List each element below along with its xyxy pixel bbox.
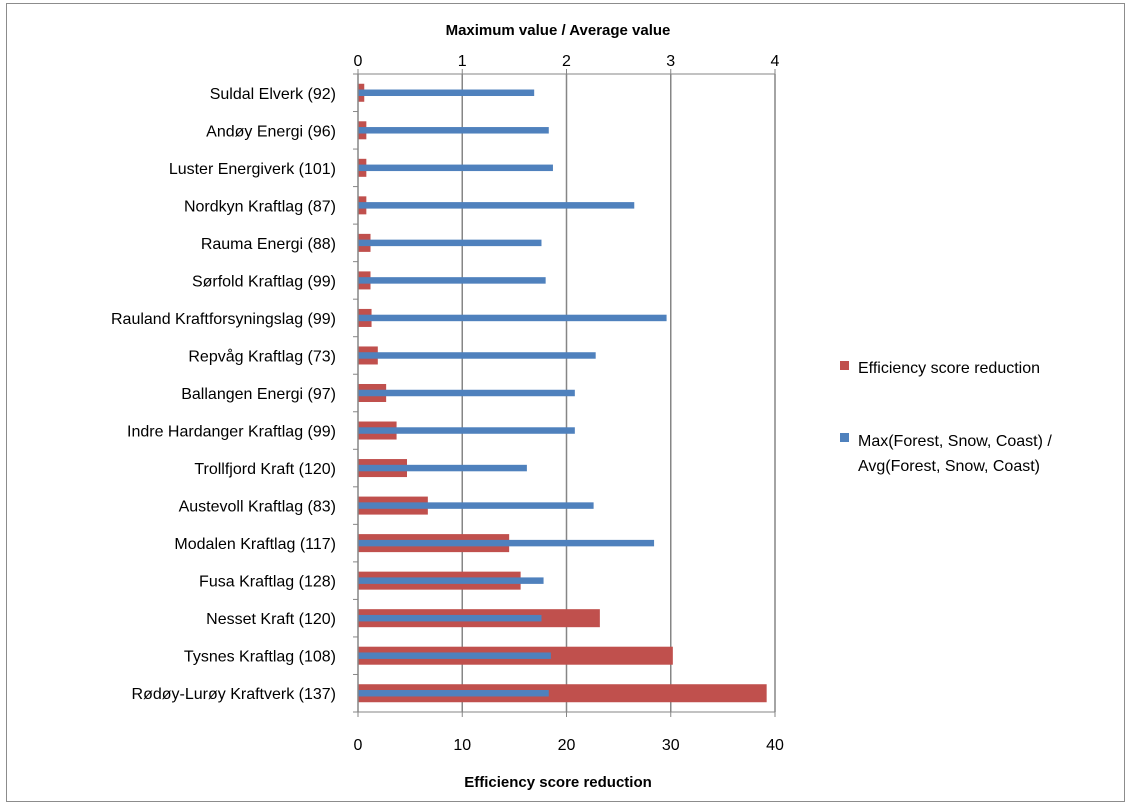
bar-max-avg-ratio <box>358 314 667 322</box>
category-label: Nesset Kraft (120) <box>206 611 336 628</box>
category-label: Fusa Kraftlag (128) <box>199 574 336 591</box>
bar-efficiency-reduction <box>358 684 767 703</box>
legend-label-ratio: Avg(Forest, Snow, Coast) <box>858 458 1040 475</box>
bottom-tick-label: 0 <box>354 737 363 754</box>
category-label: Luster Energiverk (101) <box>169 161 336 178</box>
bar-max-avg-ratio <box>358 352 596 359</box>
category-label: Modalen Kraftlag (117) <box>174 536 336 553</box>
chart-frame <box>6 3 1125 802</box>
bar-max-avg-ratio <box>358 689 549 697</box>
top-tick-label: 4 <box>771 53 780 70</box>
bar-max-avg-ratio <box>358 464 527 472</box>
top-tick-label: 2 <box>562 53 571 70</box>
top-axis-ticks: 0 1 2 3 4 <box>354 53 780 70</box>
bar-max-avg-ratio <box>358 614 542 622</box>
legend-label-ratio: Max(Forest, Snow, Coast) / <box>858 433 1052 450</box>
legend-swatch-efficiency <box>840 361 849 370</box>
category-label: Ballangen Energi (97) <box>181 386 336 403</box>
category-label: Rauma Energi (88) <box>201 236 336 253</box>
bottom-axis-ticks: 0 10 20 30 40 <box>354 737 784 754</box>
category-label: Nordkyn Kraftlag (87) <box>184 198 336 215</box>
top-tick-label: 1 <box>458 53 467 70</box>
top-axis-title: Maximum value / Average value <box>446 22 671 39</box>
legend-label-efficiency: Efficiency score reduction <box>858 360 1040 377</box>
bar-max-avg-ratio <box>358 577 544 584</box>
category-label: Sørfold Kraftlag (99) <box>192 273 336 290</box>
bottom-tick-label: 10 <box>453 737 471 754</box>
bar-max-avg-ratio <box>358 202 635 209</box>
category-label: Rødøy-Lurøy Kraftverk (137) <box>132 686 336 703</box>
bars <box>358 83 767 703</box>
legend-swatch-ratio <box>840 433 849 442</box>
bottom-tick-label: 30 <box>662 737 680 754</box>
bar-max-avg-ratio <box>358 427 575 434</box>
bar-max-avg-ratio <box>358 502 594 509</box>
category-labels: Suldal Elverk (92) Andøy Energi (96) Luste… <box>111 86 336 703</box>
bar-max-avg-ratio <box>358 277 546 284</box>
category-label: Suldal Elverk (92) <box>210 86 336 103</box>
bar-max-avg-ratio <box>358 164 553 172</box>
category-label: Tysnes Kraftlag (108) <box>184 649 336 666</box>
category-label: Rauland Kraftforsyningslag (99) <box>111 311 336 328</box>
bottom-tick-label: 20 <box>558 737 576 754</box>
bottom-tick-label: 40 <box>766 737 784 754</box>
category-label: Indre Hardanger Kraftlag (99) <box>127 424 336 441</box>
bottom-axis-title: Efficiency score reduction <box>464 774 652 791</box>
axes <box>353 69 776 717</box>
bar-max-avg-ratio <box>358 89 535 97</box>
category-label: Andøy Energi (96) <box>206 123 336 140</box>
legend: Efficiency score reduction Max(Forest, Sn… <box>840 360 1052 475</box>
bar-max-avg-ratio <box>358 389 575 397</box>
bar-max-avg-ratio <box>358 127 549 134</box>
bar-max-avg-ratio <box>358 652 551 659</box>
category-label: Repvåg Kraftlag (73) <box>188 347 336 365</box>
top-tick-label: 3 <box>666 53 675 70</box>
category-label: Austevoll Kraftlag (83) <box>179 499 336 516</box>
top-tick-label: 0 <box>354 53 363 70</box>
bar-max-avg-ratio <box>358 539 655 547</box>
category-label: Trollfjord Kraft (120) <box>194 461 336 478</box>
bar-max-avg-ratio <box>358 239 542 247</box>
